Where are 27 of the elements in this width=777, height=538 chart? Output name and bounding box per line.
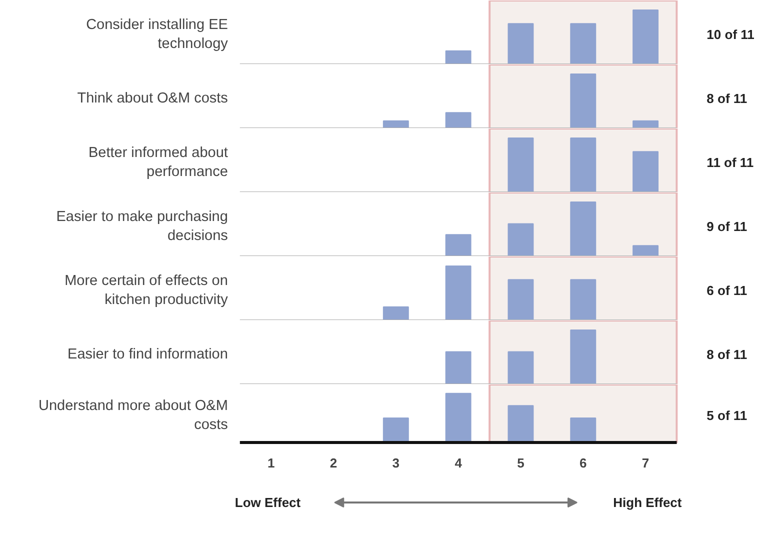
- bar: [570, 201, 596, 256]
- text: Easier to find information: [68, 346, 228, 362]
- x-tick-label: 7: [642, 456, 650, 470]
- text: Consider installing EE technology: [86, 17, 229, 52]
- text: Low Effect: [234, 495, 302, 510]
- x-tick-label: 2: [330, 456, 338, 470]
- text: 6 of 11: [706, 283, 748, 298]
- bar: [445, 234, 472, 256]
- x-tick-label: 3: [392, 456, 400, 470]
- text: 10 of 11: [706, 27, 754, 42]
- text: High Effect: [613, 495, 682, 510]
- x-tick-label: 6: [580, 456, 587, 470]
- text: 8 of 11: [706, 347, 748, 362]
- text: Better informed about performance: [88, 145, 228, 180]
- text: 11 of 11: [706, 155, 754, 170]
- text: More certain of effects on kitchen productivity: [64, 273, 229, 308]
- bar: [632, 245, 659, 256]
- bar: [508, 223, 534, 256]
- x-tick-label: 4: [454, 456, 463, 470]
- text: Easier to make purchasing decisions: [56, 209, 228, 244]
- x-tick-label: 5: [517, 456, 524, 470]
- text: Think about O&M costs: [77, 90, 228, 106]
- x-tick-label: 1: [267, 456, 275, 470]
- text: 5 of 11: [706, 408, 748, 423]
- text: 8 of 11: [706, 91, 748, 106]
- text: Understand more about O&M costs: [38, 398, 228, 433]
- text: 9 of 11: [706, 219, 748, 234]
